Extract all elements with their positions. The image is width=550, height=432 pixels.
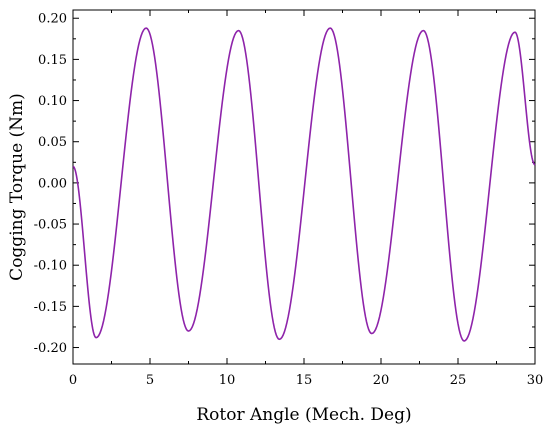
- x-tick-label: 0: [69, 373, 77, 388]
- y-tick-label: 0.20: [38, 12, 67, 27]
- y-tick-label: 0.10: [38, 94, 67, 109]
- y-tick-label: -0.20: [34, 341, 67, 356]
- x-tick-label: 30: [527, 373, 544, 388]
- x-tick-label: 15: [296, 373, 313, 388]
- y-axis-title: Cogging Torque (Nm): [7, 93, 27, 281]
- y-tick-label: -0.05: [34, 218, 67, 233]
- axis-ticks: [72, 10, 536, 364]
- x-axis-title: Rotor Angle (Mech. Deg): [196, 405, 411, 425]
- x-tick-label: 20: [373, 373, 390, 388]
- series-line: [72, 27, 536, 342]
- y-tick-label: -0.10: [34, 259, 67, 274]
- y-tick-label: -0.15: [34, 300, 67, 315]
- axis-tick-labels: 0 5 10 15 20 25 30 -0.20 -0.15 -0.10 -0.05 0.00 0.05…: [34, 12, 544, 388]
- y-tick-label: 0.05: [38, 135, 67, 150]
- x-tick-label: 10: [219, 373, 236, 388]
- x-tick-label: 25: [450, 373, 467, 388]
- y-tick-label: 0.15: [38, 53, 67, 68]
- y-tick-label: 0.00: [38, 176, 67, 191]
- x-tick-label: 5: [146, 373, 154, 388]
